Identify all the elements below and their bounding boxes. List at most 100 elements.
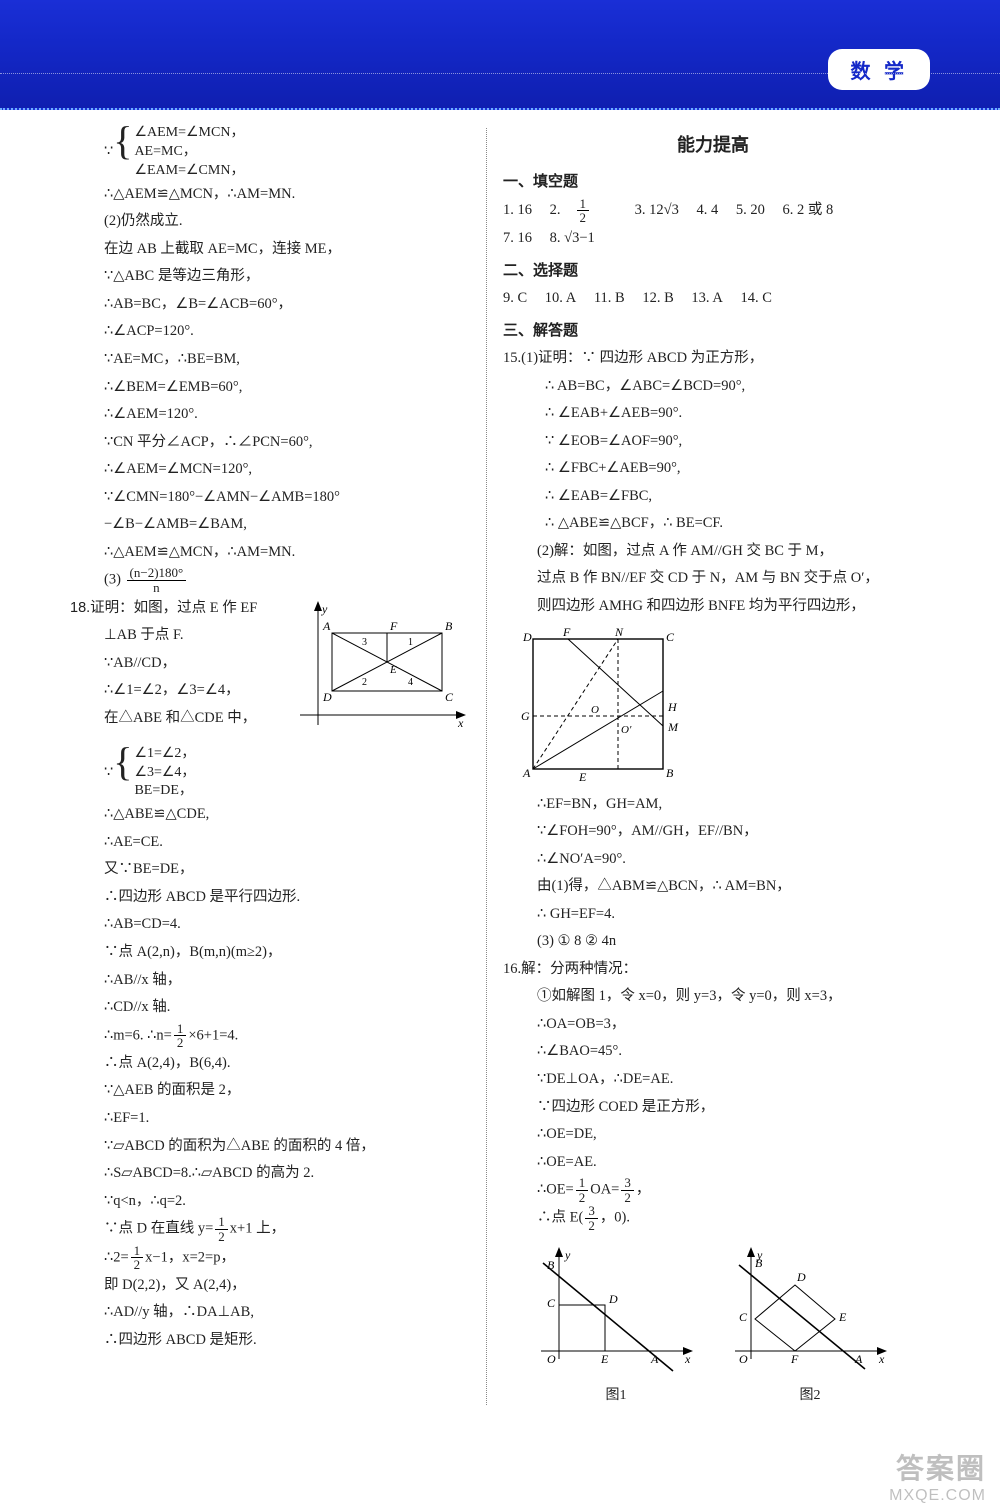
svg-text:B: B: [445, 619, 453, 633]
p17-l3: ∵△ABC 是等边三角形，: [70, 263, 470, 291]
p17-l2: 在边 AB 上截取 AE=MC，连接 ME，: [70, 236, 470, 264]
p18-yline2: ∴2=12x−1，x=2=p，: [70, 1244, 470, 1272]
q15-1-5: ∴ ∠EAB=∠FBC,: [503, 483, 923, 511]
q15-2-1: 过点 B 作 BN//EF 交 CD 于 N，AM 与 BN 交于点 O′，: [503, 565, 923, 593]
q15-1-2: ∴ ∠EAB+∠AEB=90°.: [503, 400, 923, 428]
q16-1: ①如解图 1，令 x=0，则 y=3，令 y=0，则 x=3，: [503, 983, 923, 1011]
svg-text:y: y: [321, 602, 328, 616]
section-title: 能力提高: [503, 128, 923, 162]
p17-l5: ∴∠ACP=120°.: [70, 318, 470, 346]
svg-text:C: C: [547, 1296, 556, 1310]
p18-s1: ⊥AB 于点 F.: [70, 622, 282, 650]
p17-l10: ∴∠AEM=∠MCN=120°,: [70, 456, 470, 484]
p18-m2: ∴EF=1.: [70, 1105, 470, 1133]
svg-text:G: G: [521, 709, 530, 723]
choice-head: 二、选择题: [503, 257, 923, 286]
sys1-a: ∠AEM=∠MCN，: [134, 124, 244, 143]
svg-text:E: E: [838, 1310, 847, 1324]
p18-s3: ∴∠1=∠2，∠3=∠4，: [70, 677, 282, 705]
svg-text:2: 2: [362, 677, 367, 688]
figure-16-row: O A B C D E y x 图1: [503, 1241, 923, 1410]
column-divider: [486, 128, 487, 1405]
p17-l11: ∵∠CMN=180°−∠AMN−∠AMB=180°−∠B−∠AMB=∠BAM,: [70, 484, 470, 539]
right-column: 能力提高 一、填空题 1. 16 2. 12 3. 12√3 4. 4 5. 2…: [493, 124, 933, 1409]
p18-mn: ∴m=6. ∴n=12×6+1=4.: [70, 1022, 470, 1050]
q16-5: ∵四边形 COED 是正方形，: [503, 1094, 923, 1122]
p17-l0: ∴△AEM≌△MCN，∴AM=MN.: [70, 181, 470, 209]
svg-text:N: N: [614, 625, 624, 639]
svg-text:O: O: [547, 1352, 556, 1366]
svg-text:E: E: [600, 1352, 609, 1366]
p18-s2: ∵AB//CD，: [70, 650, 282, 678]
system-1: ∵{ ∠AEM=∠MCN， AE=MC， ∠EAM=∠CMN，: [70, 124, 470, 181]
svg-text:M: M: [667, 720, 679, 734]
svg-text:C: C: [739, 1310, 748, 1324]
q16-7: ∴OE=AE.: [503, 1149, 923, 1177]
p18-r6: ∴AB//x 轴，: [70, 967, 470, 995]
fill-head: 一、填空题: [503, 168, 923, 197]
q15-2b-3: 由(1)得，△ABM≌△BCN，∴ AM=BN，: [503, 873, 923, 901]
q15-1-6: ∴ △ABE≌△BCF，∴ BE=CF.: [503, 510, 923, 538]
q16-4: ∵DE⊥OA，∴DE=AE.: [503, 1066, 923, 1094]
p18-r1: ∴AE=CE.: [70, 829, 470, 857]
svg-text:A: A: [522, 766, 531, 780]
svg-text:4: 4: [408, 677, 413, 688]
fig16-cap1: 图1: [531, 1383, 701, 1410]
p17-l7: ∴∠BEM=∠EMB=60°,: [70, 374, 470, 402]
p18-r0: ∴△ABE≌△CDE,: [70, 801, 470, 829]
q15-1-1: ∴ AB=BC，∠ABC=∠BCD=90°,: [503, 373, 923, 401]
p18-m0: ∴点 A(2,4)，B(6,4).: [70, 1050, 470, 1078]
figure-15: D C A B F N G H M E O O′: [503, 621, 923, 791]
svg-text:y: y: [564, 1248, 571, 1262]
svg-text:1: 1: [408, 637, 413, 648]
svg-text:3: 3: [362, 637, 367, 648]
p18-r5: ∵点 A(2,n)，B(m,n)(m≥2)，: [70, 939, 470, 967]
sys2-c: BE=DE，: [134, 782, 195, 801]
p18-m1: ∵△AEB 的面积是 2，: [70, 1077, 470, 1105]
p17-part3: (3) (n−2)180°n: [70, 566, 470, 594]
sys1-b: AE=MC，: [134, 143, 244, 162]
fig16-cap2: 图2: [725, 1383, 895, 1410]
q16-pt: ∴点 E(32，0).: [503, 1204, 923, 1232]
p18-r2: 又∵BE=DE，: [70, 856, 470, 884]
svg-text:A: A: [650, 1352, 659, 1366]
svg-text:C: C: [445, 690, 454, 704]
sys1-c: ∠EAM=∠CMN，: [134, 162, 244, 181]
svg-text:E: E: [578, 770, 587, 784]
svg-text:B: B: [666, 766, 674, 780]
svg-text:A: A: [322, 619, 331, 633]
svg-text:F: F: [389, 619, 398, 633]
top-banner: 数 学: [0, 0, 1000, 110]
p18-m3: ∵▱ABCD 的面积为△ABE 的面积的 4 倍，: [70, 1133, 470, 1161]
p18-m4: ∴S▱ABCD=8.∴▱ABCD 的高为 2.: [70, 1160, 470, 1188]
p17-l9: ∵CN 平分∠ACP，∴∠PCN=60°,: [70, 429, 470, 457]
p18-mn-pre: ∴m=6. ∴n=: [104, 1027, 172, 1043]
svg-text:x: x: [878, 1352, 885, 1366]
svg-text:O: O: [591, 704, 599, 716]
q16-3: ∴∠BAO=45°.: [503, 1038, 923, 1066]
left-column: ∵{ ∠AEM=∠MCN， AE=MC， ∠EAM=∠CMN， ∴△AEM≌△M…: [60, 124, 480, 1409]
svg-text:F: F: [562, 625, 571, 639]
p17-l12: ∴△AEM≌△MCN，∴AM=MN.: [70, 539, 470, 567]
figure-16-1: O A B C D E y x 图1: [531, 1241, 701, 1410]
q15-2b-0: ∴EF=BN，GH=AM,: [503, 791, 923, 819]
svg-text:C: C: [666, 630, 675, 644]
q15-2b-4: ∴ GH=EF=4.: [503, 901, 923, 929]
p18-e2: ∴四边形 ABCD 是矩形.: [70, 1327, 470, 1355]
svg-text:x: x: [684, 1352, 691, 1366]
solve-head: 三、解答题: [503, 317, 923, 346]
p18-s0: 证明：如图，过点 E 作 EF: [90, 600, 257, 616]
p18-m5: ∵q<n，∴q=2.: [70, 1188, 470, 1216]
page: 数 学 ∵{ ∠AEM=∠MCN， AE=MC， ∠EAM=∠CMN， ∴△AE…: [0, 0, 1000, 1511]
q16-oe: ∴OE=12OA=32，: [503, 1176, 923, 1204]
p18-r3: ∴四边形 ABCD 是平行四边形.: [70, 884, 470, 912]
p18-r7: ∴CD//x 轴.: [70, 994, 470, 1022]
svg-text:D: D: [522, 630, 532, 644]
sys2-b: ∠3=∠4，: [134, 764, 195, 783]
p17-l1: (2)仍然成立.: [70, 208, 470, 236]
q16-2: ∴OA=OB=3，: [503, 1011, 923, 1039]
p17-l4: ∴AB=BC，∠B=∠ACB=60°，: [70, 291, 470, 319]
q18-row: 18.证明：如图，过点 E 作 EF ⊥AB 于点 F. ∵AB//CD， ∴∠…: [70, 595, 470, 745]
q16-0: 16.解：分两种情况：: [503, 956, 923, 984]
p18-yline: ∵点 D 在直线 y=12x+1 上，: [70, 1215, 470, 1243]
